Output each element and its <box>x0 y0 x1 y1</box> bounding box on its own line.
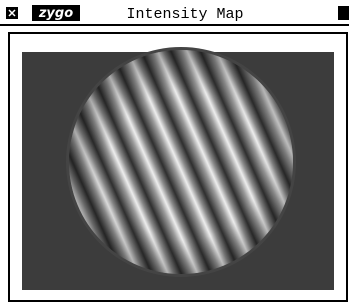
page: zygo Intensity Map (() => { const data =… <box>0 0 349 302</box>
window-title: Intensity Map <box>126 6 243 23</box>
resize-icon[interactable] <box>338 6 349 20</box>
window: zygo Intensity Map <box>0 0 349 302</box>
logo: zygo <box>38 6 73 21</box>
